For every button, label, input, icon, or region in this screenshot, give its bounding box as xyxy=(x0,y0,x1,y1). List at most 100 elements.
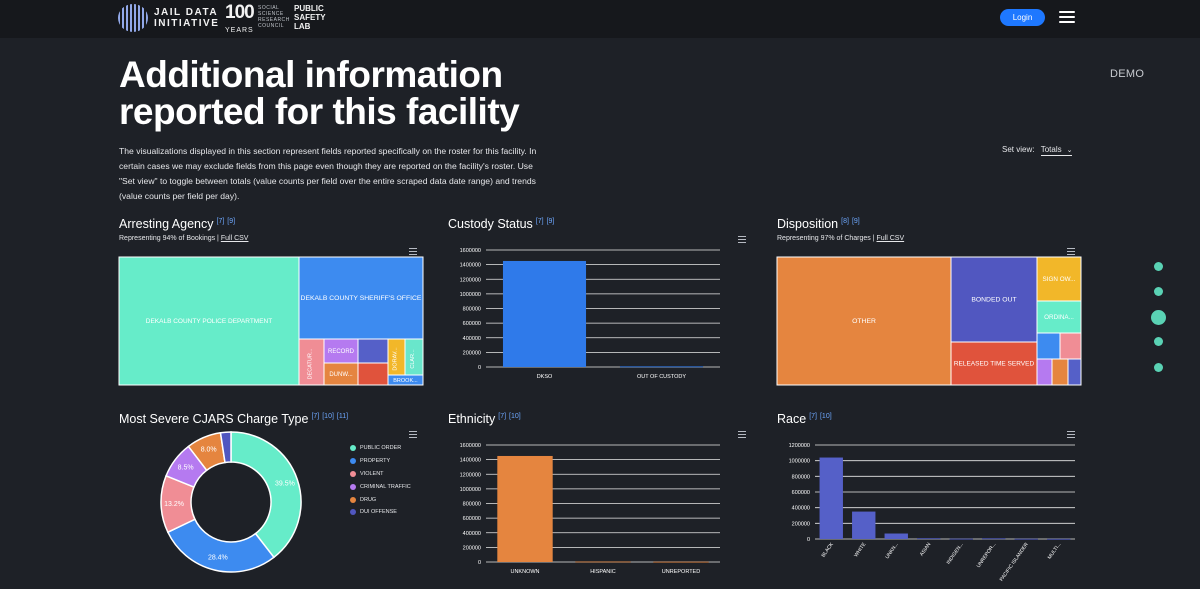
chart-menu-icon[interactable] xyxy=(1067,431,1075,438)
footnote-link[interactable]: [11] xyxy=(336,412,349,420)
subtitle-text: Representing 94% of Bookings | xyxy=(119,235,219,242)
bar[interactable] xyxy=(1047,538,1071,540)
donut-slice[interactable] xyxy=(219,431,232,464)
bar[interactable] xyxy=(982,538,1006,540)
full-csv-link[interactable]: Full CSV xyxy=(876,235,905,242)
treemap-cell-label: CLAR... xyxy=(410,349,416,369)
login-button[interactable]: Login xyxy=(1000,9,1045,26)
x-tick-label: DKSO xyxy=(537,374,553,380)
donut-slice[interactable] xyxy=(166,518,275,573)
treemap-cell-label: DUNW... xyxy=(329,372,353,378)
treemap-cell[interactable]: ORDINA... xyxy=(1036,300,1082,334)
treemap-cell[interactable] xyxy=(357,362,389,386)
chart-menu-icon[interactable] xyxy=(738,236,746,243)
disposition-treemap[interactable]: OTHER BONDED OUT RELEASED TIME SERVED SIGN … xyxy=(776,256,1082,386)
footnote-link[interactable]: [9] xyxy=(546,217,555,225)
bar[interactable] xyxy=(819,457,843,539)
legend-item[interactable]: VIOLENT xyxy=(350,468,411,481)
cjars-title: Most Severe CJARS Charge Type [7] [10] [11] xyxy=(119,412,348,426)
chart-menu-icon[interactable] xyxy=(409,431,417,438)
bar[interactable] xyxy=(917,538,941,540)
section-dot[interactable] xyxy=(1154,262,1163,271)
section-dot-active[interactable] xyxy=(1151,310,1166,325)
footnote-link[interactable]: [9] xyxy=(227,217,236,225)
slice-label: 8.0% xyxy=(201,447,217,454)
cjars-donut-chart[interactable]: 39.5% 28.4% 13.2% 8.5% 8.0% xyxy=(119,431,319,582)
hamburger-icon[interactable] xyxy=(1059,11,1075,23)
bar[interactable] xyxy=(852,511,876,539)
legend-circle-icon xyxy=(350,458,356,465)
arresting-agency-treemap[interactable]: DEKALB COUNTY POLICE DEPARTMENT DEKALB CO… xyxy=(118,256,424,386)
bar[interactable] xyxy=(502,260,587,367)
chart-menu-icon[interactable] xyxy=(1067,248,1075,255)
legend-item[interactable]: DRUG xyxy=(350,493,411,506)
footnote-link[interactable]: [7] xyxy=(535,217,544,225)
treemap-cell[interactable]: RELEASED TIME SERVED xyxy=(950,341,1038,386)
footnote-link[interactable]: [10] xyxy=(509,412,521,420)
bar[interactable] xyxy=(949,538,973,540)
ethnicity-title-text: Ethnicity xyxy=(448,412,496,426)
bar[interactable] xyxy=(497,455,553,562)
treemap-cell[interactable]: RECORD xyxy=(323,338,359,364)
footnote-link[interactable]: [10] xyxy=(819,412,832,420)
treemap-cell-rect xyxy=(298,338,325,386)
footnote-link[interactable]: [10] xyxy=(322,412,334,420)
treemap-cell[interactable] xyxy=(1059,332,1082,360)
treemap-cell[interactable]: DEKALB COUNTY SHERIFF'S OFFICE xyxy=(298,256,424,340)
treemap-cell[interactable]: SIGN OW... xyxy=(1036,256,1082,302)
section-dot[interactable] xyxy=(1154,287,1163,296)
donut-slice[interactable] xyxy=(230,431,302,559)
full-csv-link[interactable]: Full CSV xyxy=(220,235,249,242)
legend-item[interactable]: DUI OFFENSE xyxy=(350,506,411,519)
legend-circle-icon xyxy=(350,483,356,490)
y-tick-label: 800000 xyxy=(792,474,810,480)
bar[interactable] xyxy=(1014,538,1038,540)
treemap-cell[interactable]: DECATUR... xyxy=(298,338,325,386)
treemap-cell[interactable]: BROOK... xyxy=(387,374,424,386)
footnote-link[interactable]: [7] xyxy=(498,412,507,420)
treemap-cell-rect xyxy=(1059,332,1082,360)
treemap-cell[interactable]: DORAV... xyxy=(387,338,406,376)
bar[interactable] xyxy=(619,366,704,368)
x-tick-label: INDIGEN... xyxy=(946,542,965,566)
top-navigation-bar: JAIL DATA INITIATIVE 100 YEARS SOCIAL SC… xyxy=(0,0,1200,38)
treemap-cell-label: BROOK... xyxy=(393,378,418,384)
legend-circle-icon xyxy=(350,509,356,516)
treemap-cell[interactable] xyxy=(1036,332,1061,360)
jail-data-initiative-logo[interactable]: JAIL DATA INITIATIVE xyxy=(118,4,219,32)
treemap-cell-rect xyxy=(1067,358,1082,386)
custody-status-title-text: Custody Status xyxy=(448,217,533,231)
footnote-link[interactable]: [7] xyxy=(809,412,817,420)
chart-menu-icon[interactable] xyxy=(409,248,417,255)
y-tick-label: 800000 xyxy=(463,502,481,508)
race-bar-chart[interactable]: 1200000 1000000 800000 600000 400000 200000 0 B… xyxy=(777,435,1077,583)
ethnicity-bar-chart[interactable]: 1600000 1400000 1200000 1000000 800000 600000… xyxy=(448,435,728,580)
footnote-link[interactable]: [7] xyxy=(216,217,225,225)
legend-item[interactable]: CRIMINAL TRAFFIC xyxy=(350,480,411,493)
bar[interactable] xyxy=(884,533,908,539)
chart-menu-icon[interactable] xyxy=(738,431,746,438)
y-tick-label: 0 xyxy=(478,560,481,566)
slice-label: 13.2% xyxy=(164,501,184,508)
bar[interactable] xyxy=(653,561,709,563)
footnote-link[interactable]: [9] xyxy=(851,217,860,225)
legend-item[interactable]: PROPERTY xyxy=(350,455,411,468)
treemap-cell[interactable]: BONDED OUT xyxy=(950,256,1038,343)
legend-label: VIOLENT xyxy=(360,470,384,477)
custody-status-bar-chart[interactable]: 1600000 1400000 1200000 1000000 800000 600000… xyxy=(448,240,728,385)
footnote-link[interactable]: [8] xyxy=(841,217,849,225)
treemap-cell[interactable] xyxy=(357,338,389,364)
legend-item[interactable]: PUBLIC ORDER xyxy=(350,442,411,455)
bar[interactable] xyxy=(575,561,631,563)
section-dot[interactable] xyxy=(1154,337,1163,346)
section-dot[interactable] xyxy=(1154,363,1163,372)
treemap-cell[interactable]: DUNW... xyxy=(323,362,359,386)
treemap-cell[interactable] xyxy=(1067,358,1082,386)
set-view-select[interactable]: Totals ⌄ xyxy=(1040,145,1073,156)
treemap-cell[interactable] xyxy=(1036,358,1053,386)
treemap-cell[interactable]: OTHER xyxy=(776,256,952,386)
treemap-cell[interactable]: CLAR... xyxy=(404,338,424,376)
treemap-cell[interactable] xyxy=(1051,358,1069,386)
treemap-cell[interactable]: DEKALB COUNTY POLICE DEPARTMENT xyxy=(118,256,300,386)
footnote-link[interactable]: [7] xyxy=(311,412,320,420)
